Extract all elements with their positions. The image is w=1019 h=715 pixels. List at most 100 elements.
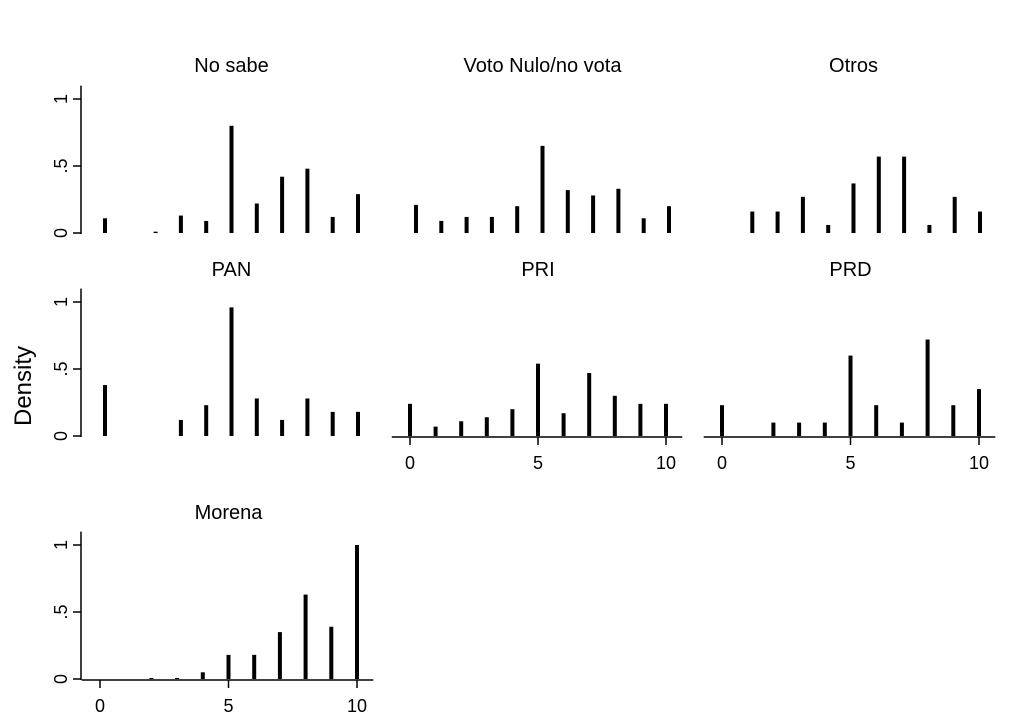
x-tick-label: 10 xyxy=(656,453,676,473)
density-bar xyxy=(561,413,566,436)
density-bar xyxy=(330,411,335,436)
x-tick-label: 5 xyxy=(845,453,855,473)
density-bar xyxy=(252,654,257,679)
density-bar xyxy=(720,405,724,436)
density-bar xyxy=(305,398,310,436)
y-tick-label: 1 xyxy=(51,94,71,104)
density-bar xyxy=(303,594,308,679)
density-bar xyxy=(414,204,418,233)
density-bar xyxy=(664,403,668,436)
panel-title: PRD xyxy=(829,259,871,281)
density-bar xyxy=(876,156,881,233)
y-tick-label: .5 xyxy=(51,604,71,619)
x-tick-label: 5 xyxy=(223,696,233,715)
density-bar xyxy=(439,220,444,233)
density-bar xyxy=(229,307,234,436)
density-bar xyxy=(464,216,469,233)
density-bar xyxy=(612,395,617,436)
density-bar xyxy=(149,678,154,679)
density-bar xyxy=(254,203,259,233)
y-tick-label: .5 xyxy=(51,361,71,376)
panel-4: PAN 0 .5 1 xyxy=(51,259,360,441)
density-bar xyxy=(616,188,621,233)
density-bar xyxy=(515,206,520,233)
density-bar xyxy=(540,145,545,233)
panel-3: Otros xyxy=(750,55,982,233)
density-bar xyxy=(800,196,805,233)
density-bar xyxy=(356,194,360,233)
density-bar xyxy=(952,196,957,233)
density-bar xyxy=(103,385,107,436)
density-bar xyxy=(641,218,646,233)
density-bar xyxy=(204,405,209,436)
panel-1: No sabe 0 .5 1 xyxy=(51,55,360,238)
density-bar xyxy=(587,373,592,436)
density-bar xyxy=(775,211,780,233)
density-bar xyxy=(797,422,802,436)
density-bar xyxy=(851,183,856,233)
panel-title: Otros xyxy=(829,55,878,77)
chart-panels: No sabe 0 .5 1 Voto Nulo/no vota Otros PAN 0 .5 1… xyxy=(51,55,996,715)
density-bar xyxy=(874,405,879,436)
density-bar xyxy=(638,403,643,436)
density-bar xyxy=(925,339,930,436)
density-bar xyxy=(200,672,205,679)
y-tick-label: 1 xyxy=(51,540,71,550)
density-bar xyxy=(277,632,282,679)
x-tick-label: 10 xyxy=(969,453,989,473)
panel-title: PRI xyxy=(521,259,554,281)
density-bar xyxy=(178,419,183,436)
x-tick-label: 0 xyxy=(717,453,727,473)
density-bar xyxy=(305,168,310,233)
y-axis-title: Density xyxy=(10,346,37,426)
panel-title: No sabe xyxy=(194,55,269,77)
density-bar xyxy=(433,426,438,436)
density-bar xyxy=(330,216,335,233)
density-bar xyxy=(899,422,904,436)
y-tick-label: 0 xyxy=(51,228,71,238)
density-bar xyxy=(153,231,158,233)
x-tick-label: 10 xyxy=(347,696,367,715)
density-bar xyxy=(951,405,956,436)
y-tick-label: 0 xyxy=(51,674,71,684)
panel-2: Voto Nulo/no vota xyxy=(414,55,671,233)
density-bar xyxy=(204,220,209,233)
y-tick-label: .5 xyxy=(51,158,71,173)
density-bar xyxy=(178,215,183,233)
density-bar xyxy=(484,417,489,436)
x-tick-label: 0 xyxy=(405,453,415,473)
density-bar xyxy=(771,422,776,436)
density-bar xyxy=(750,211,755,233)
density-bar xyxy=(977,389,981,436)
density-bar xyxy=(510,409,515,436)
y-tick-label: 0 xyxy=(51,431,71,441)
density-bar xyxy=(103,218,107,233)
panel-title: Morena xyxy=(195,502,264,524)
density-bar xyxy=(667,206,671,233)
density-bar xyxy=(459,421,464,436)
density-bar xyxy=(902,156,907,233)
density-bar xyxy=(565,190,570,233)
x-tick-label: 0 xyxy=(95,696,105,715)
panel-5: PRI 0 5 10 xyxy=(391,259,683,473)
density-bar xyxy=(822,422,827,436)
density-bar xyxy=(226,654,231,679)
y-tick-label: 1 xyxy=(51,297,71,307)
density-bar xyxy=(927,224,932,233)
density-bar xyxy=(536,363,540,436)
panel-title: PAN xyxy=(212,259,252,281)
density-bar xyxy=(280,176,285,233)
density-bar xyxy=(175,678,180,679)
panel-6: PRD 0 5 10 xyxy=(703,259,996,473)
x-tick-label: 5 xyxy=(533,453,543,473)
panel-title: Voto Nulo/no vota xyxy=(464,55,623,77)
density-bar xyxy=(978,211,982,233)
density-bar xyxy=(329,626,334,679)
density-bar xyxy=(229,125,234,233)
density-bar xyxy=(280,419,285,436)
density-bar xyxy=(356,411,360,436)
density-bar xyxy=(826,224,831,233)
density-bar xyxy=(355,545,359,679)
